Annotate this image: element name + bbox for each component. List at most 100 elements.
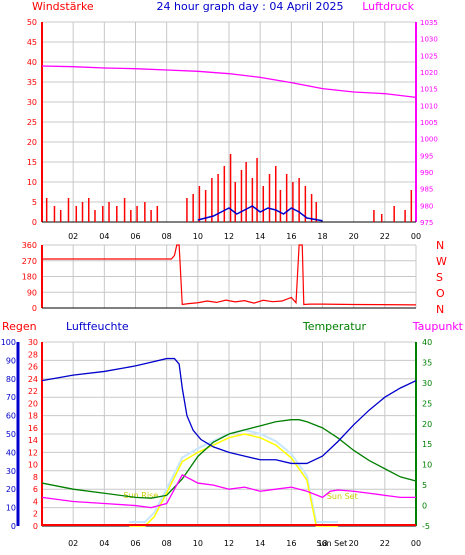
sun-set-bottom-label: Sun Set bbox=[316, 539, 347, 548]
humidity-tick-label: 90 bbox=[6, 356, 16, 365]
rain-tick-label: 12 bbox=[28, 448, 38, 457]
temperature-tick-label: 15 bbox=[422, 440, 432, 449]
pressure-tick-label: 1035 bbox=[420, 19, 438, 27]
x-tick-label: 20 bbox=[349, 539, 359, 548]
chart-title: 24 hour graph day : 04 April 2025 bbox=[157, 0, 344, 13]
x-tick-label: 20 bbox=[349, 232, 359, 241]
x-tick-label: 12 bbox=[224, 539, 234, 548]
pressure-tick-label: 1010 bbox=[420, 102, 438, 110]
temperature-tick-label: 5 bbox=[422, 481, 427, 490]
pressure-tick-label: 975 bbox=[420, 219, 433, 227]
compass-label: W bbox=[436, 255, 447, 268]
wind-average-line bbox=[197, 205, 323, 222]
rain-label: Regen bbox=[2, 320, 37, 333]
humidity-temperature-panel: 0102030405060708090100024681012141618202… bbox=[1, 338, 432, 548]
rain-tick-label: 0 bbox=[33, 522, 38, 531]
humidity-tick-label: 70 bbox=[6, 393, 16, 402]
x-tick-label: 04 bbox=[99, 232, 109, 241]
compass-label: S bbox=[436, 271, 443, 284]
x-tick-label: 08 bbox=[162, 539, 172, 548]
rain-tick-label: 28 bbox=[28, 350, 38, 359]
x-tick-label: 00 bbox=[411, 539, 421, 548]
pressure-label: Luftdruck bbox=[362, 0, 414, 13]
wind-tick-label: 30 bbox=[27, 98, 37, 107]
wind-tick-label: 40 bbox=[27, 58, 37, 67]
humidity-tick-label: 80 bbox=[6, 375, 16, 384]
rain-tick-label: 10 bbox=[28, 461, 38, 470]
x-tick-label: 16 bbox=[286, 539, 296, 548]
direction-tick-label: 0 bbox=[32, 304, 37, 313]
wind-tick-label: 5 bbox=[32, 198, 37, 207]
x-tick-label: 02 bbox=[68, 232, 78, 241]
wind-tick-label: 15 bbox=[27, 158, 37, 167]
sun-set-label: Sun Set bbox=[327, 492, 358, 501]
rain-tick-label: 2 bbox=[33, 510, 38, 519]
rain-tick-label: 8 bbox=[33, 473, 38, 482]
x-tick-label: 06 bbox=[130, 232, 140, 241]
temperature-tick-label: 40 bbox=[422, 338, 432, 347]
x-tick-label: 14 bbox=[255, 539, 265, 548]
compass-label: N bbox=[436, 303, 444, 316]
humidity-tick-label: 100 bbox=[1, 338, 16, 347]
temperature-label: Temperatur bbox=[302, 320, 367, 333]
pressure-tick-label: 1000 bbox=[420, 136, 438, 144]
pressure-tick-label: 1025 bbox=[420, 52, 438, 60]
pressure-line bbox=[41, 65, 417, 98]
rain-tick-label: 4 bbox=[33, 497, 38, 506]
humidity-tick-label: 40 bbox=[6, 448, 16, 457]
x-tick-label: 18 bbox=[317, 232, 327, 241]
temperature-tick-label: -5 bbox=[422, 522, 430, 531]
x-tick-label: 12 bbox=[224, 232, 234, 241]
pressure-tick-label: 1030 bbox=[420, 36, 438, 44]
rain-tick-label: 24 bbox=[28, 375, 38, 384]
x-tick-label: 06 bbox=[130, 539, 140, 548]
rain-tick-label: 14 bbox=[28, 436, 38, 445]
humidity-tick-label: 20 bbox=[6, 485, 16, 494]
wind-tick-label: 20 bbox=[27, 138, 37, 147]
x-tick-label: 02 bbox=[68, 539, 78, 548]
temperature-tick-label: 10 bbox=[422, 461, 432, 470]
direction-tick-label: 90 bbox=[27, 288, 37, 297]
temperature-tick-label: 30 bbox=[422, 379, 432, 388]
x-tick-label: 18 bbox=[317, 539, 327, 548]
wind-tick-label: 10 bbox=[27, 178, 37, 187]
x-tick-label: 22 bbox=[380, 232, 390, 241]
x-tick-label: 22 bbox=[380, 539, 390, 548]
x-tick-label: 16 bbox=[286, 232, 296, 241]
humidity-line bbox=[41, 357, 417, 465]
temperature-tick-label: 25 bbox=[422, 399, 432, 408]
humidity-tick-label: 30 bbox=[6, 467, 16, 476]
pressure-tick-label: 985 bbox=[420, 186, 433, 194]
direction-tick-label: 180 bbox=[22, 273, 37, 282]
pressure-tick-label: 1005 bbox=[420, 119, 438, 127]
wind-tick-label: 0 bbox=[32, 218, 37, 227]
humidity-tick-label: 60 bbox=[6, 412, 16, 421]
wind-tick-label: 50 bbox=[27, 18, 37, 27]
x-tick-label: 04 bbox=[99, 539, 109, 548]
dewpoint-line bbox=[41, 474, 416, 509]
direction-tick-label: 360 bbox=[22, 241, 37, 250]
sun-rise-label: Sun Rise bbox=[124, 491, 159, 500]
direction-tick-label: 270 bbox=[22, 257, 37, 266]
x-tick-label: 10 bbox=[193, 539, 203, 548]
wind-tick-label: 35 bbox=[27, 78, 37, 87]
humidity-tick-label: 0 bbox=[11, 522, 16, 531]
pressure-tick-label: 1020 bbox=[420, 69, 438, 77]
pressure-tick-label: 990 bbox=[420, 169, 433, 177]
x-tick-label: 08 bbox=[162, 232, 172, 241]
humidity-label: Luftfeuchte bbox=[66, 320, 129, 333]
rain-tick-label: 16 bbox=[28, 424, 38, 433]
x-tick-label: 00 bbox=[411, 232, 421, 241]
pressure-tick-label: 995 bbox=[420, 152, 433, 160]
compass-label: N bbox=[436, 239, 444, 252]
x-tick-label: 14 bbox=[255, 232, 265, 241]
compass-label: O bbox=[436, 287, 445, 300]
pressure-tick-label: 980 bbox=[420, 202, 433, 210]
rain-tick-label: 30 bbox=[28, 338, 38, 347]
temperature-line bbox=[41, 419, 417, 499]
temperature-tick-label: 35 bbox=[422, 358, 432, 367]
temperature-tick-label: 20 bbox=[422, 420, 432, 429]
wind-pressure-panel: 0510152025303540455097598098599099510001… bbox=[27, 18, 438, 241]
